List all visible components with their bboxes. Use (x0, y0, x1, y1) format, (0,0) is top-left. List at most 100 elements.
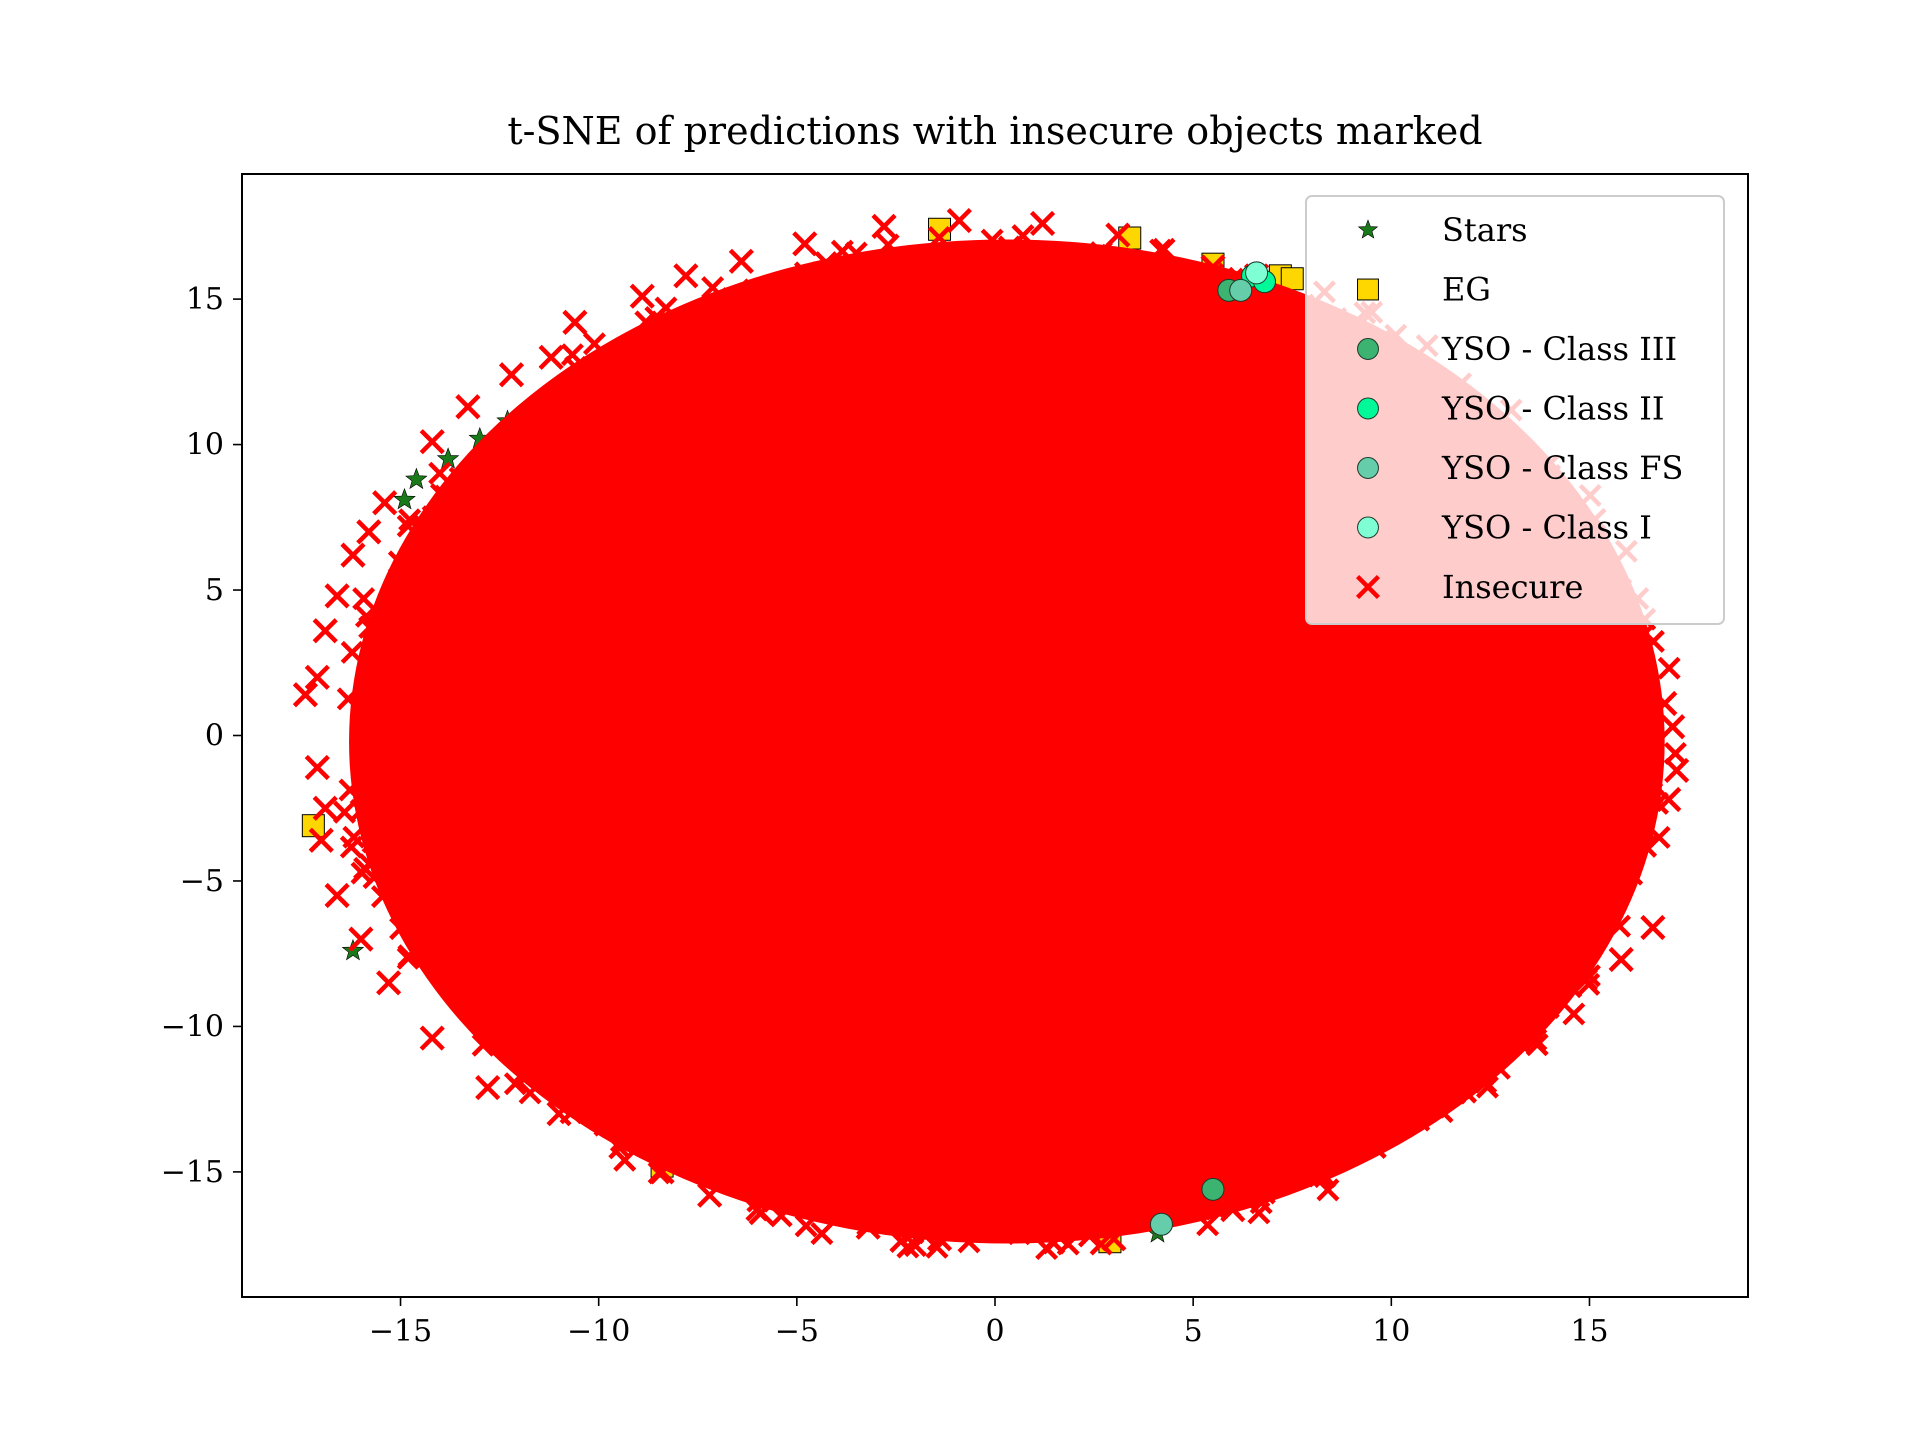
insecure-rim-point (1362, 1083, 1386, 1107)
eg-point (301, 814, 325, 838)
insecure-rim-point (389, 917, 413, 941)
legend-marker-stars (1357, 219, 1379, 239)
insecure-point (340, 542, 366, 568)
insecure-point (673, 263, 699, 289)
insecure-rim-point (1430, 1100, 1454, 1124)
insecure-rim-point (403, 695, 427, 719)
insecure-rim-point (1022, 1174, 1046, 1198)
insecure-rim-point (751, 287, 775, 311)
insecure-rim-point (1347, 1127, 1371, 1151)
insecure-rim-point (1483, 1007, 1507, 1031)
insecure-rim-point (462, 540, 486, 564)
insecure-point (629, 283, 655, 309)
insecure-rim-point (1607, 685, 1631, 709)
insecure-rim-point (395, 789, 419, 813)
insecure-rim-point (518, 1001, 542, 1025)
insecure-rim-point (586, 421, 610, 445)
insecure-rim-point (1128, 287, 1152, 311)
insecure-rim-point (1613, 633, 1637, 657)
yso-visible-point (1229, 278, 1253, 302)
insecure-point (871, 213, 897, 239)
insecure-rim-point (794, 1214, 818, 1238)
insecure-rim-point (719, 1109, 743, 1133)
legend-marker-yso-class-i (1357, 516, 1379, 539)
insecure-rim-point (814, 251, 838, 275)
insecure-rim-point (350, 714, 374, 738)
insecure-rim-point (684, 362, 708, 386)
legend-label: Stars (1442, 211, 1528, 249)
insecure-rim-point (470, 484, 494, 508)
insecure-rim-point (986, 1209, 1010, 1233)
insecure-rim-point (353, 856, 377, 880)
insecure-rim-point (670, 328, 694, 352)
insecure-rim-point (667, 1083, 691, 1107)
insecure-rim-point (1284, 1118, 1308, 1142)
insecure-rim-point (925, 292, 949, 316)
insecure-point (1616, 810, 1642, 836)
insecure-rim-point (1313, 1165, 1337, 1189)
insecure-rim-point (448, 466, 472, 490)
insecure-rim-point (483, 1000, 507, 1024)
insecure-rim-point (420, 596, 444, 620)
insecure-rim-point (584, 1055, 608, 1079)
insecure-point (538, 344, 564, 370)
insecure-rim-point (996, 1173, 1020, 1197)
insecure-rim-point (1605, 705, 1629, 729)
insecure-rim-point (1526, 924, 1550, 948)
insecure-rim-point (717, 304, 741, 328)
insecure-rim-point (1228, 1150, 1252, 1174)
stars-point (405, 467, 428, 490)
x-tick-label: 10 (1372, 1314, 1410, 1349)
insecure-rim-point (901, 278, 925, 302)
insecure-point (498, 362, 525, 388)
insecure-rim-point (1011, 224, 1035, 248)
insecure-rim-point (1554, 925, 1578, 949)
insecure-point (855, 1214, 881, 1240)
insecure-rim-point (398, 508, 422, 532)
insecure-point (926, 1226, 953, 1252)
y-tick-label: 15 (186, 282, 224, 317)
insecure-rim-point (726, 1142, 750, 1166)
insecure-point (748, 1200, 774, 1226)
insecure-rim-point (1562, 1002, 1586, 1026)
insecure-point (312, 795, 338, 821)
stars-point (393, 487, 416, 510)
insecure-rim-point (1030, 246, 1054, 270)
legend-marker-insecure (1355, 574, 1381, 600)
insecure-rim-point (460, 548, 484, 572)
insecure-rim-point (693, 1126, 717, 1150)
insecure-rim-point (1550, 887, 1574, 911)
legend-item: YSO - Class II (1357, 390, 1665, 428)
insecure-rim-point (576, 1037, 599, 1061)
insecure-rim-point (1115, 1163, 1139, 1187)
insecure-rim-point (1068, 1199, 1092, 1223)
insecure-rim-point (728, 285, 752, 309)
insecure-rim-point (839, 259, 862, 282)
insecure-point (1029, 210, 1056, 237)
insecure-point (1640, 914, 1666, 941)
insecure-rim-point (704, 340, 728, 364)
insecure-point (609, 1127, 636, 1153)
insecure-point (324, 882, 350, 909)
insecure-rim-point (686, 1101, 710, 1125)
insecure-rim-point (449, 888, 473, 912)
insecure-rim-point (416, 625, 440, 649)
y-tick-label: 5 (205, 573, 224, 608)
insecure-point (1422, 1025, 1448, 1051)
insecure-rim-point (396, 514, 420, 538)
insecure-rim-point (466, 454, 490, 478)
insecure-rim-point (387, 701, 411, 725)
insecure-rim-point (442, 620, 466, 644)
insecure-rim-point (1608, 914, 1632, 938)
insecure-rim-point (409, 814, 433, 838)
legend-marker-yso-class-fs (1357, 457, 1379, 479)
insecure-rim-point (830, 239, 854, 263)
insecure-rim-point (896, 247, 920, 271)
insecure-rim-point (338, 778, 362, 802)
insecure-rim-point (1389, 1059, 1413, 1083)
insecure-rim-point (421, 773, 445, 797)
insecure-rim-point (1086, 1190, 1110, 1214)
insecure-point (1485, 1054, 1511, 1080)
insecure-rim-point (537, 421, 561, 445)
x-tick-label: 0 (985, 1314, 1004, 1349)
